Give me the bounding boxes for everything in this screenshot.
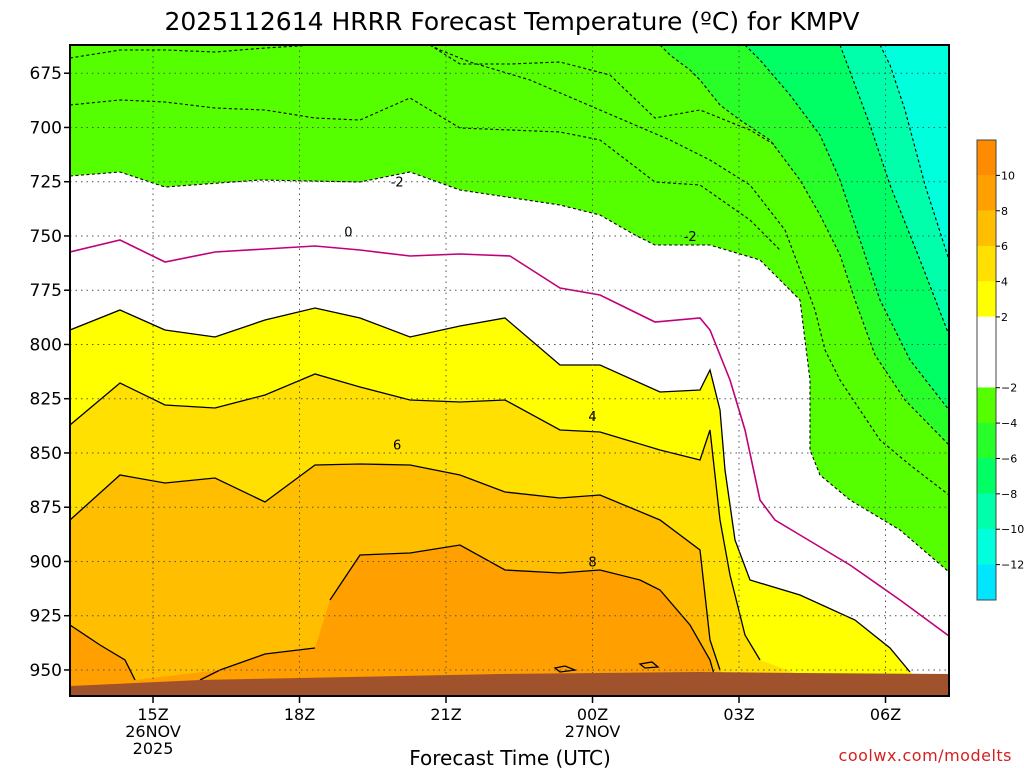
positive-isotherms [70, 307, 911, 681]
colorbar-segment [976, 316, 997, 388]
y-tick-label: 700 [30, 118, 62, 138]
colorbar-segment [976, 245, 997, 282]
chart-title: 2025112614 HRRR Forecast Temperature (ºC… [164, 7, 859, 36]
colorbar-segment [976, 139, 997, 176]
contour-label: -2 [391, 176, 404, 191]
band-8-to-10 [70, 545, 715, 696]
y-axis: 675 700 725 750 775 800 825 850 875 900 925 950 [30, 64, 70, 681]
ground-surface [70, 672, 949, 696]
contour-label: -2 [684, 230, 697, 245]
colorbar-segment [976, 210, 997, 247]
y-tick-label: 725 [30, 173, 62, 193]
colorbar-tick-label: −12 [1001, 559, 1024, 572]
y-tick-label: 825 [30, 390, 62, 410]
colorbar-tick-label: 6 [1001, 240, 1008, 253]
colorbar-frame [976, 139, 997, 601]
contour-label: 0 [344, 226, 352, 241]
contour-label: 6 [393, 438, 401, 453]
contour-label: 8 [588, 555, 596, 570]
y-tick-label: 950 [30, 661, 62, 681]
y-tick-label: 925 [30, 607, 62, 627]
colorbar-tick-label: 2 [1001, 311, 1008, 324]
colorbar-tick-label: −6 [1001, 452, 1017, 465]
x-tick-label: 15Z [137, 705, 168, 724]
x-tick-label: 26NOV [125, 722, 181, 741]
colorbar-tick-label: −8 [1001, 488, 1017, 501]
y-tick-label: 775 [30, 281, 62, 301]
plot-frame [69, 44, 950, 697]
y-tick-label: 875 [30, 498, 62, 518]
x-tick-label: 2025 [133, 739, 174, 758]
colorbar-segment [976, 281, 997, 318]
x-tick-label: 27NOV [565, 722, 621, 741]
band-minus-2-to-minus-4 [70, 45, 949, 495]
contour-labels: -2 0 -2 4 6 8 [344, 176, 697, 571]
colorbar-segment [976, 528, 997, 565]
colorbar: 10 8 6 4 2 −2 −4 −6 −8 −10 −12 [976, 139, 1024, 601]
colorbar-tick-label: 10 [1001, 169, 1015, 182]
zero-degree-isotherm [70, 239, 949, 637]
y-tick-label: 800 [30, 335, 62, 355]
colorbar-tick-label: 4 [1001, 276, 1008, 289]
colorbar-segment [976, 175, 997, 212]
source-credit: coolwx.com/modelts [839, 746, 1012, 765]
colorbar-tick-label: −4 [1001, 417, 1017, 430]
x-tick-label: 06Z [870, 705, 901, 724]
y-tick-label: 750 [30, 227, 62, 247]
y-tick-label: 900 [30, 552, 62, 572]
colorbar-segment [976, 564, 997, 601]
y-tick-label: 850 [30, 444, 62, 464]
band-minus-2-to-minus-4-lower [70, 45, 949, 572]
plot-area: -2 0 -2 4 6 8 [70, 45, 949, 696]
colorbar-tick-label: −10 [1001, 523, 1024, 536]
y-tick-label: 675 [30, 64, 62, 84]
x-tick-label: 00Z [577, 705, 608, 724]
x-tick-label: 21Z [430, 705, 461, 724]
x-tick-label: 18Z [284, 705, 315, 724]
colorbar-segment [976, 493, 997, 530]
grid [70, 45, 949, 696]
x-tick-label: 03Z [723, 705, 754, 724]
contour-label: 4 [588, 410, 596, 425]
x-axis-label: Forecast Time (UTC) [409, 746, 611, 768]
colorbar-tick-label: −2 [1001, 382, 1017, 395]
band-minus-8-to-minus-10 [70, 45, 949, 335]
colorbar-segment [976, 458, 997, 495]
colorbar-tick-label: 8 [1001, 205, 1008, 218]
negative-isotherms [70, 45, 949, 573]
colorbar-segment [976, 387, 997, 424]
colorbar-segment [976, 422, 997, 459]
